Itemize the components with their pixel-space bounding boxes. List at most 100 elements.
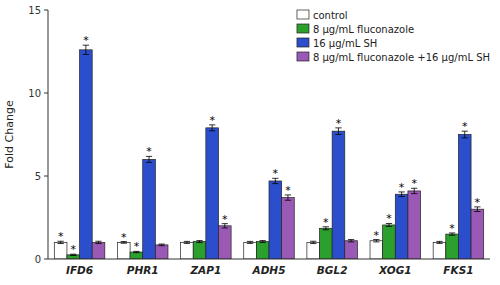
annotation: * (58, 230, 64, 243)
y-tick (44, 93, 48, 94)
y-axis-label: Fold Change (3, 100, 16, 169)
x-tick-label: ADH5 (252, 264, 286, 276)
y-tick-label: 10 (28, 88, 41, 99)
error-cap (209, 130, 215, 131)
error-cap (247, 241, 253, 242)
bar (471, 209, 484, 259)
error-cap (159, 245, 165, 246)
error-cap (462, 137, 468, 138)
bar (370, 241, 383, 259)
legend: control 8 μg/mL fluconazole 16 μg/mL SH 8 μ… (297, 10, 490, 63)
error-bar (348, 240, 354, 242)
annotation: * (449, 222, 455, 235)
annotation: * (273, 167, 279, 180)
annotation: * (323, 216, 329, 229)
annotation: * (374, 229, 380, 242)
bar (80, 50, 93, 259)
error-cap (348, 241, 354, 242)
bar (320, 228, 333, 259)
legend-swatch (297, 38, 309, 47)
error-cap (196, 242, 202, 243)
error-cap (310, 241, 316, 242)
legend-swatch (297, 52, 309, 61)
bar (244, 242, 257, 259)
bar (155, 245, 168, 259)
error-bar (184, 241, 190, 243)
y-tick-label: 0 (35, 254, 41, 265)
bar (181, 242, 194, 259)
error-cap (436, 243, 442, 244)
annotation: * (209, 114, 215, 127)
x-tick-label: BGL2 (317, 264, 348, 276)
annotation: * (71, 243, 77, 256)
error-cap (411, 193, 417, 194)
error-cap (184, 241, 190, 242)
error-bar (159, 244, 165, 246)
error-cap (222, 227, 228, 228)
legend-swatch (297, 10, 309, 19)
error-cap (196, 240, 202, 241)
error-cap (285, 200, 291, 201)
annotation: * (386, 212, 392, 225)
x-tick-label: ZAP1 (189, 264, 221, 276)
annotation: * (285, 184, 291, 197)
error-bar (196, 241, 202, 243)
error-cap (348, 239, 354, 240)
bar (256, 242, 269, 259)
bar (269, 181, 282, 259)
x-tick-label: PHR1 (127, 264, 159, 276)
bar (143, 159, 156, 259)
bar (282, 198, 295, 259)
bar (345, 241, 358, 259)
bar (408, 191, 421, 259)
annotation: * (462, 120, 468, 133)
x-axis (48, 259, 490, 260)
annotation: * (475, 196, 481, 209)
bar (54, 242, 67, 259)
bar (193, 242, 206, 259)
error-bar (260, 241, 266, 243)
bar (307, 242, 320, 259)
y-tick (44, 10, 48, 11)
annotation: * (411, 177, 417, 190)
y-tick (44, 259, 48, 260)
legend-label: control (313, 10, 348, 21)
x-tick-label: IFD6 (66, 264, 93, 276)
error-cap (386, 226, 392, 227)
error-cap (95, 241, 101, 242)
annotation: * (399, 181, 405, 194)
error-bar (247, 241, 253, 243)
error-cap (95, 243, 101, 244)
bar (206, 128, 219, 259)
bar (433, 242, 446, 259)
error-bar (436, 241, 442, 243)
annotation: * (83, 34, 89, 47)
error-cap (83, 54, 89, 55)
bar (92, 242, 105, 259)
error-cap (159, 244, 165, 245)
error-cap (247, 243, 253, 244)
error-cap (184, 243, 190, 244)
y-tick-label: 15 (28, 5, 41, 16)
legend-label: 8 μg/mL fluconazole +16 μg/mL SH (313, 52, 490, 63)
error-cap (474, 211, 480, 212)
error-cap (335, 134, 341, 135)
error-cap (260, 242, 266, 243)
annotation: * (134, 240, 140, 253)
error-cap (272, 183, 278, 184)
error-cap (310, 243, 316, 244)
bar (458, 135, 471, 260)
bar (218, 226, 231, 259)
y-tick-label: 5 (35, 171, 41, 182)
legend-label: 16 μg/mL SH (313, 38, 377, 49)
legend-label: 8 μg/mL fluconazole (313, 24, 414, 35)
annotation: * (222, 213, 228, 226)
legend-swatch (297, 24, 309, 33)
bars (54, 45, 483, 259)
bar (117, 242, 130, 259)
error-bar (310, 241, 316, 243)
error-cap (436, 241, 442, 242)
error-cap (398, 196, 404, 197)
x-tick-label: XOG1 (378, 264, 412, 276)
x-tick-label: FKS1 (443, 264, 473, 276)
